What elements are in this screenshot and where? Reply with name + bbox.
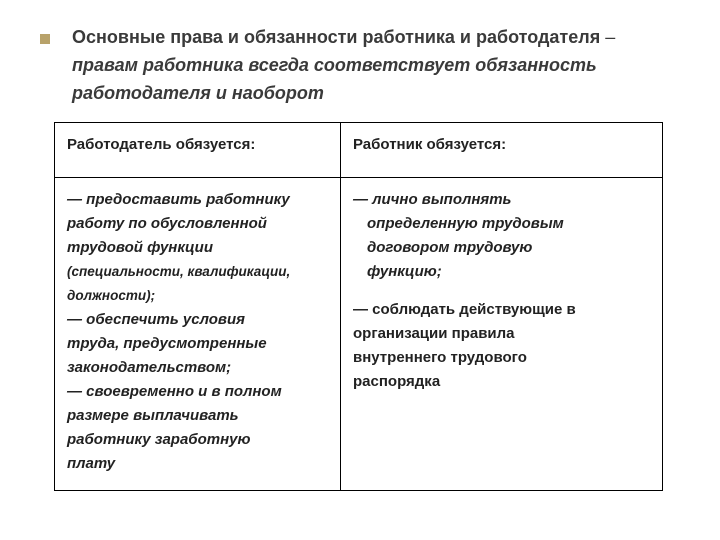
emp-l4: (специальности, квалификации, bbox=[67, 264, 290, 279]
wrk-r2: определенную трудовым bbox=[353, 212, 650, 236]
header-employer: Работодатель обязуется: bbox=[55, 122, 341, 177]
wrk-r4: функцию; bbox=[353, 260, 650, 284]
slide: Основные права и обязанности работника и… bbox=[0, 0, 720, 540]
wrk-r5: — соблюдать действующие в bbox=[353, 301, 576, 318]
title-bold: Основные права и обязанности работника и… bbox=[72, 27, 600, 47]
emp-l7: труда, предусмотренные bbox=[67, 335, 267, 352]
gap bbox=[353, 284, 650, 298]
table-body-row: — предоставить работнику работу по обусл… bbox=[55, 177, 663, 490]
emp-l12: плату bbox=[67, 455, 115, 472]
emp-l1: — предоставить работнику bbox=[67, 191, 290, 208]
obligations-table: Работодатель обязуется: Работник обязует… bbox=[54, 122, 663, 491]
emp-l10: размере выплачивать bbox=[67, 407, 239, 424]
table-header-row: Работодатель обязуется: Работник обязует… bbox=[55, 122, 663, 177]
emp-l5: должности); bbox=[67, 288, 155, 303]
slide-title: Основные права и обязанности работника и… bbox=[72, 24, 672, 108]
wrk-r3: договором трудовую bbox=[353, 236, 650, 260]
emp-l6: — обеспечить условия bbox=[67, 311, 245, 328]
title-dash: – bbox=[600, 27, 615, 47]
wrk-r6: организации правила bbox=[353, 325, 515, 342]
title-italic: правам работника всегда соответствует об… bbox=[72, 55, 597, 103]
wrk-r8: распорядка bbox=[353, 373, 440, 390]
header-employee: Работник обязуется: bbox=[341, 122, 663, 177]
emp-l8: законодательством; bbox=[67, 359, 231, 376]
wrk-r1: — лично выполнять bbox=[353, 191, 511, 208]
emp-l11: работнику заработную bbox=[67, 431, 250, 448]
title-bullet bbox=[40, 34, 50, 44]
cell-employer-obligations: — предоставить работнику работу по обусл… bbox=[55, 177, 341, 490]
wrk-r7: внутреннего трудового bbox=[353, 349, 527, 366]
emp-l9: — своевременно и в полном bbox=[67, 383, 282, 400]
emp-l2: работу по обусловленной bbox=[67, 215, 267, 232]
cell-employee-obligations: — лично выполнять определенную трудовым … bbox=[341, 177, 663, 490]
emp-l3: трудовой функции bbox=[67, 239, 213, 256]
